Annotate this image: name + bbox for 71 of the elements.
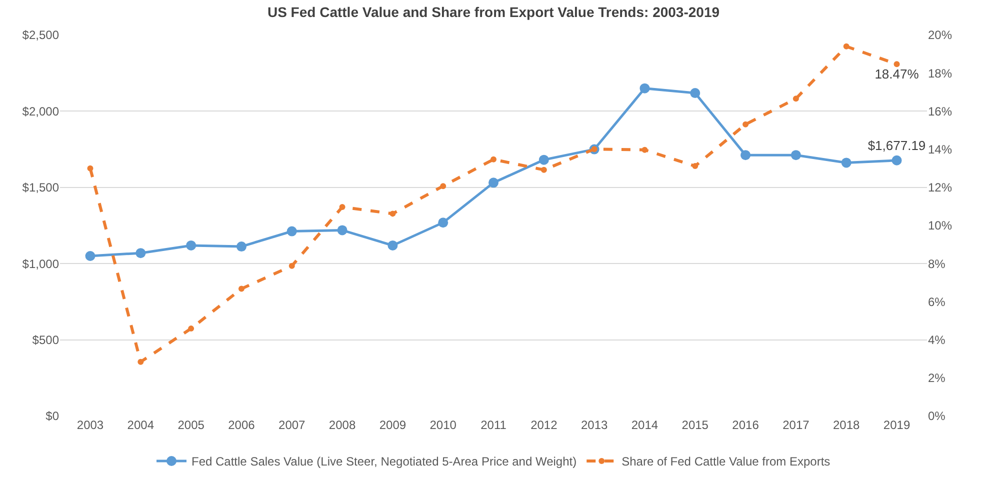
point <box>892 155 902 166</box>
y2-tick-label: 18% <box>928 66 952 80</box>
y-tick-label: $500 <box>32 333 60 347</box>
point <box>490 156 496 162</box>
x-tick-label: 2011 <box>480 418 507 432</box>
x-tick-label: 2010 <box>430 418 457 432</box>
point <box>438 218 448 228</box>
point <box>238 286 244 292</box>
point <box>388 240 398 250</box>
point <box>642 146 648 153</box>
x-tick-label: 2017 <box>782 418 810 432</box>
x-tick-label: 2013 <box>580 418 608 432</box>
point <box>740 150 751 160</box>
y2-tick-label: 0% <box>928 409 946 424</box>
legend-label: Fed Cattle Sales Value (Live Steer, Negotiated 5-Area Price and Weight) <box>192 454 577 469</box>
legend-label: Share of Fed Cattle Value from Exports <box>622 454 830 469</box>
y2-tick-label: 4% <box>928 333 946 347</box>
x-tick-label: 2019 <box>883 418 910 432</box>
y2-tick-label: 2% <box>928 371 946 386</box>
point <box>742 121 749 128</box>
x-tick-label: 2006 <box>228 418 256 432</box>
chart-title: US Fed Cattle Value and Share from Export Value Trends: 2003-2019 <box>267 4 720 20</box>
point <box>894 61 900 68</box>
point <box>841 158 852 168</box>
x-tick-label: 2004 <box>127 418 154 432</box>
point <box>186 240 196 250</box>
point <box>440 183 446 190</box>
y-tick-label: $2,000 <box>22 104 60 118</box>
y2-tick-label: 20% <box>928 28 952 42</box>
y2-tick-label: 8% <box>928 256 946 271</box>
point <box>640 83 650 94</box>
x-tick-label: 2005 <box>178 418 205 432</box>
data-label: $1,677.19 <box>868 138 926 153</box>
point <box>843 43 850 50</box>
point <box>85 250 96 261</box>
point <box>692 163 698 170</box>
point <box>488 178 498 188</box>
point <box>390 210 396 217</box>
point <box>792 96 799 102</box>
point <box>288 262 295 269</box>
x-tick-label: 2018 <box>833 418 860 432</box>
y2-tick-label: 14% <box>928 142 952 156</box>
point <box>87 165 94 172</box>
point <box>690 88 700 98</box>
y2-tick-label: 16% <box>928 104 952 118</box>
y-tick-label: $2,500 <box>22 28 60 42</box>
y-tick-label: $0 <box>46 409 60 424</box>
y2-tick-label: 10% <box>928 218 952 233</box>
point <box>538 154 549 165</box>
point <box>138 358 144 365</box>
y2-tick-label: 12% <box>928 180 952 195</box>
point <box>540 166 547 173</box>
x-tick-label: 2016 <box>732 418 760 432</box>
x-tick-label: 2003 <box>76 418 104 432</box>
x-tick-label: 2014 <box>631 418 658 432</box>
x-tick-label: 2009 <box>379 418 406 432</box>
y-tick-label: $1,500 <box>22 180 60 195</box>
point <box>236 242 246 252</box>
x-tick-label: 2008 <box>328 418 356 432</box>
x-tick-label: 2012 <box>530 418 558 432</box>
point <box>136 248 146 258</box>
point <box>339 204 346 210</box>
point <box>286 226 297 236</box>
x-tick-label: 2007 <box>278 418 306 432</box>
y2-tick-label: 6% <box>928 294 946 309</box>
point <box>337 225 348 236</box>
x-tick-label: 2015 <box>682 418 709 432</box>
point <box>790 150 801 160</box>
point <box>188 326 194 332</box>
data-label: 18.47% <box>874 66 920 82</box>
y-tick-label: $1,000 <box>22 256 60 271</box>
